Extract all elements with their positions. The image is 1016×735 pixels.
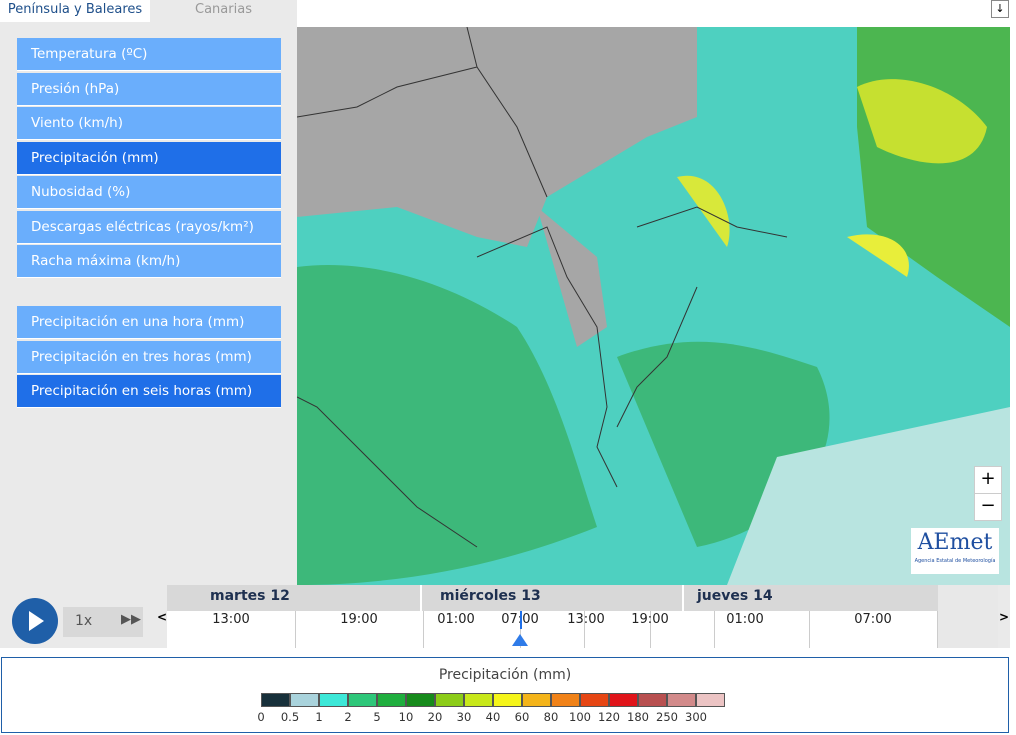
menu-item[interactable]: Precipitación (mm) [17,141,281,175]
legend-label: 100 [569,710,591,724]
menu-item[interactable]: Viento (km/h) [17,107,281,140]
time-divider [584,611,585,648]
day-label: miércoles 13 [440,588,541,604]
legend-label: 0.5 [280,710,300,724]
legend-label: 20 [427,710,443,724]
zoom-in[interactable]: + [974,466,1002,494]
legend-label: 40 [485,710,501,724]
play-button[interactable] [11,597,59,645]
time-divider [423,611,424,648]
day-label: jueves 14 [697,588,773,604]
menu-item[interactable]: Precipitación en seis horas (mm) [17,375,281,408]
legend-swatch [580,693,609,707]
legend-swatch [261,693,290,707]
legend: Precipitación (mm) 0 0.5 1 2 5 10 20 30 40 60 80 10… [1,657,1009,733]
menu-item[interactable]: Precipitación en tres horas (mm) [17,340,281,374]
legend-swatch [435,693,464,707]
legend-label: 180 [627,710,649,724]
time-label[interactable]: 19:00 [340,612,378,627]
legend-label: 120 [598,710,620,724]
legend-swatch [667,693,696,707]
logo-text: AEmet [917,530,993,555]
legend-swatch [493,693,522,707]
menu-item[interactable]: Precipitación en una hora (mm) [17,306,281,339]
menu-item[interactable]: Racha máxima (km/h) [17,245,281,278]
legend-label: 0 [257,710,265,724]
tab[interactable]: Península y Baleares [0,0,150,22]
speed-control[interactable]: 1x ▶▶ [63,607,143,637]
logo: AEmet Agencia Estatal de Meteorología [911,528,999,574]
map[interactable] [297,27,1010,585]
legend-swatch [290,693,319,707]
legend-label: 60 [514,710,530,724]
time-divider [520,611,521,648]
legend-swatch [551,693,580,707]
legend-swatch [319,693,348,707]
next-button[interactable]: > [999,610,1010,624]
prev-button[interactable]: < [157,610,168,624]
zoom-out[interactable]: − [974,493,1002,521]
legend-swatch [609,693,638,707]
legend-label: 5 [373,710,381,724]
legend-label: 80 [543,710,559,724]
legend-title: Precipitación (mm) [438,667,572,683]
time-divider [650,611,651,648]
legend-label: 10 [398,710,414,724]
menu-item[interactable]: Temperatura (ºC) [17,38,281,71]
download-button[interactable]: ↓ [991,0,1009,18]
legend-label: 2 [344,710,352,724]
legend-label: 1 [315,710,323,724]
menu-item[interactable]: Presión (hPa) [17,72,281,106]
legend-swatch [348,693,377,707]
time-label[interactable]: 13:00 [567,612,605,627]
day-bar [167,585,938,611]
logo-subtitle: Agencia Estatal de Meteorología [914,558,996,564]
time-label[interactable]: 01:00 [437,612,475,627]
legend-swatch [464,693,493,707]
time-marker [512,634,528,646]
speed: 1x [75,613,93,629]
legend-label: 250 [656,710,678,724]
day-divider [682,585,684,611]
legend-swatch [522,693,551,707]
legend-label: 300 [685,710,707,724]
tab[interactable]: Canarias [150,0,297,22]
menu-item[interactable]: Descargas eléctricas (rayos/km²) [17,210,281,244]
time-label[interactable]: 07:00 [854,612,892,627]
time-divider [937,611,938,648]
fast-forward: ▶▶ [121,612,141,627]
time-divider [809,611,810,648]
time-cursor [520,611,522,629]
legend-swatch [406,693,435,707]
day-divider [420,585,422,611]
time-divider [714,611,715,648]
menu-item[interactable]: Nubosidad (%) [17,176,281,209]
legend-label: 30 [456,710,472,724]
day-label: martes 12 [210,588,290,604]
legend-swatch [638,693,667,707]
time-label[interactable]: 01:00 [726,612,764,627]
time-divider [295,611,296,648]
time-label[interactable]: 19:00 [631,612,669,627]
time-label[interactable]: 13:00 [212,612,250,627]
legend-swatch [377,693,406,707]
timeline-end [938,585,998,648]
legend-swatch [696,693,725,707]
time-bar [167,611,938,648]
